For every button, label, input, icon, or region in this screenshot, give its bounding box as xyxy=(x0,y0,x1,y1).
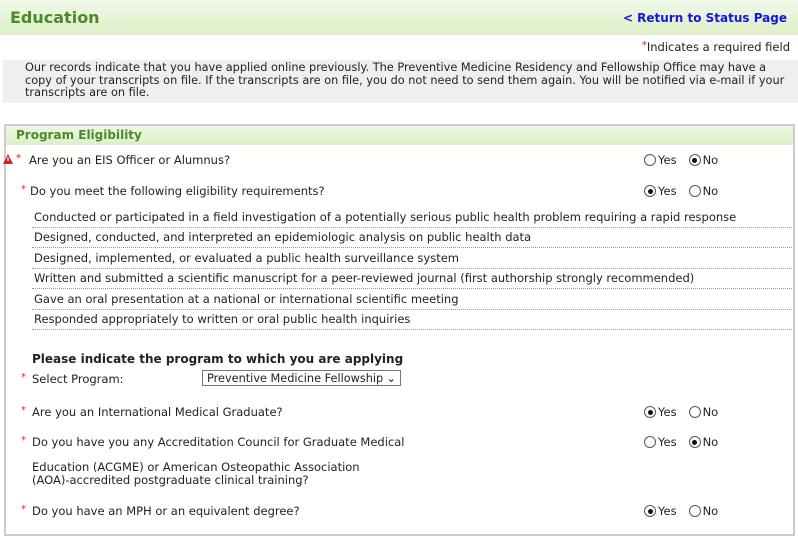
page-header: Education < Return to Status Page xyxy=(0,0,798,35)
acgme-no-radio[interactable]: No xyxy=(688,435,718,449)
warning-icon xyxy=(3,154,13,164)
program-heading: Please indicate the program to which you… xyxy=(32,352,404,366)
question-label-cont: Education (ACGME) or American Osteopathi… xyxy=(32,460,360,474)
required-note: *Indicates a required field xyxy=(642,40,790,54)
question-label: Do you have an MPH or an equivalent degr… xyxy=(32,504,300,518)
img-no-radio[interactable]: No xyxy=(688,405,718,419)
requirement-item: Designed, conducted, and interpreted an … xyxy=(32,228,792,248)
question-label-cont: (AOA)-accredited postgraduate clinical t… xyxy=(32,473,309,487)
requirement-item: Written and submitted a scientific manus… xyxy=(32,269,792,289)
required-asterisk-icon: * xyxy=(21,435,26,446)
required-asterisk-icon: * xyxy=(21,184,26,195)
required-asterisk-icon: * xyxy=(641,40,647,51)
requirement-item: Responded appropriately to written or or… xyxy=(32,310,792,330)
requirement-item: Conducted or participated in a field inv… xyxy=(32,208,792,228)
elig-yes-radio[interactable]: Yes xyxy=(644,184,677,198)
eis-yes-radio[interactable]: Yes xyxy=(644,153,677,167)
required-asterisk-icon: * xyxy=(21,504,26,515)
acgme-yes-radio[interactable]: Yes xyxy=(644,435,677,449)
requirement-item: Gave an oral presentation at a national … xyxy=(32,290,792,310)
select-label: Select Program: xyxy=(32,372,124,386)
required-asterisk-icon: * xyxy=(21,372,26,383)
required-asterisk-icon: * xyxy=(16,153,21,164)
panel-title: Program Eligibility xyxy=(6,126,793,145)
program-select[interactable]: Preventive Medicine Fellowship ⌄ xyxy=(202,370,401,386)
page-title: Education xyxy=(10,8,100,27)
mph-no-radio[interactable]: No xyxy=(688,504,718,518)
question-label: Do you have you any Accreditation Counci… xyxy=(32,435,405,449)
transcript-notice: Our records indicate that you have appli… xyxy=(3,60,798,103)
return-to-status-link[interactable]: < Return to Status Page xyxy=(622,11,787,25)
elig-no-radio[interactable]: No xyxy=(688,184,718,198)
requirement-item: Designed, implemented, or evaluated a pu… xyxy=(32,249,792,269)
mph-yes-radio[interactable]: Yes xyxy=(644,504,677,518)
chevron-down-icon: ⌄ xyxy=(386,372,396,385)
question-label: Are you an EIS Officer or Alumnus? xyxy=(29,153,231,167)
eis-no-radio[interactable]: No xyxy=(688,153,718,167)
img-yes-radio[interactable]: Yes xyxy=(644,405,677,419)
question-label: Do you meet the following eligibility re… xyxy=(30,184,325,198)
required-note-text: Indicates a required field xyxy=(646,40,790,54)
question-label: Are you an International Medical Graduat… xyxy=(32,405,283,419)
program-eligibility-panel: Program Eligibility * Are you an EIS Off… xyxy=(3,124,795,536)
required-asterisk-icon: * xyxy=(21,405,26,416)
